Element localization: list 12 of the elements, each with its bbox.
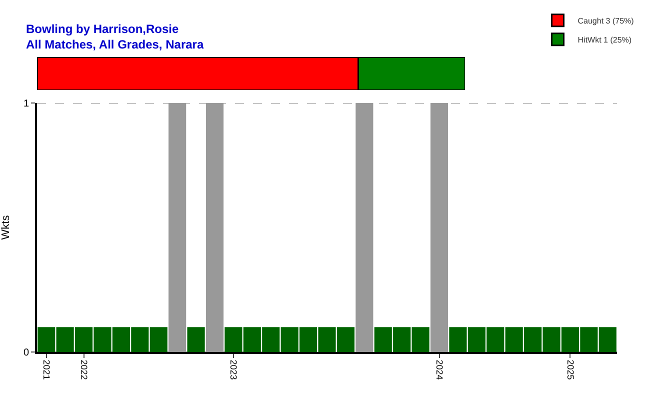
chart-subtitle: All Matches, All Grades, Narara	[26, 38, 204, 52]
chart-title: Bowling by Harrison,Rosie	[26, 22, 180, 36]
x-tick-label: 2025	[565, 360, 576, 380]
y-tick-label: 0	[23, 348, 30, 358]
x-tick-label: 2022	[78, 360, 89, 380]
legend-label: HitWkt 1 (25%)	[578, 35, 632, 44]
y-tick-label: 1	[23, 98, 30, 110]
y-axis-title: Wkts	[0, 214, 12, 240]
x-tick-label: 2023	[228, 360, 239, 380]
legend-label: Caught 3 (75%)	[578, 16, 634, 26]
x-tick-label: 2024	[434, 360, 444, 380]
x-tick-label: 2021	[41, 360, 52, 380]
